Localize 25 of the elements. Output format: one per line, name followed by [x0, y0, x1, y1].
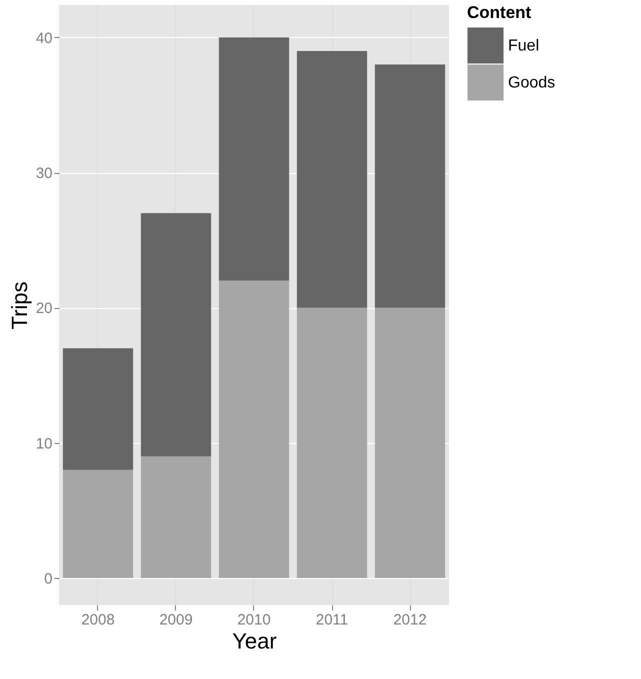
bar [374, 64, 446, 308]
y-tick-label: 10 [36, 435, 52, 452]
bar [62, 470, 134, 578]
legend-label: Fuel [508, 38, 540, 54]
bar [296, 308, 368, 578]
bar [140, 456, 212, 578]
x-tick-label: 2008 [81, 612, 115, 628]
y-tick-label: 0 [44, 570, 52, 588]
y-tick-label: 20 [36, 300, 52, 318]
legend-title: Content [467, 3, 532, 22]
bar [140, 213, 212, 456]
x-tick-label: 2011 [316, 612, 348, 628]
bar [62, 348, 134, 470]
y-tick-label: 40 [36, 30, 52, 47]
legend-label: Goods [508, 74, 556, 92]
x-tick-label: 2009 [159, 612, 193, 628]
x-tick-label: 2010 [237, 612, 271, 628]
bar [218, 37, 290, 281]
x-tick-label: 2012 [393, 612, 427, 628]
bar [296, 50, 368, 308]
bar [218, 280, 290, 578]
y-tick-label: 30 [36, 165, 52, 182]
x-axis-title: Year [232, 628, 277, 654]
bar [374, 308, 446, 578]
y-axis-title: Trips [6, 281, 32, 330]
